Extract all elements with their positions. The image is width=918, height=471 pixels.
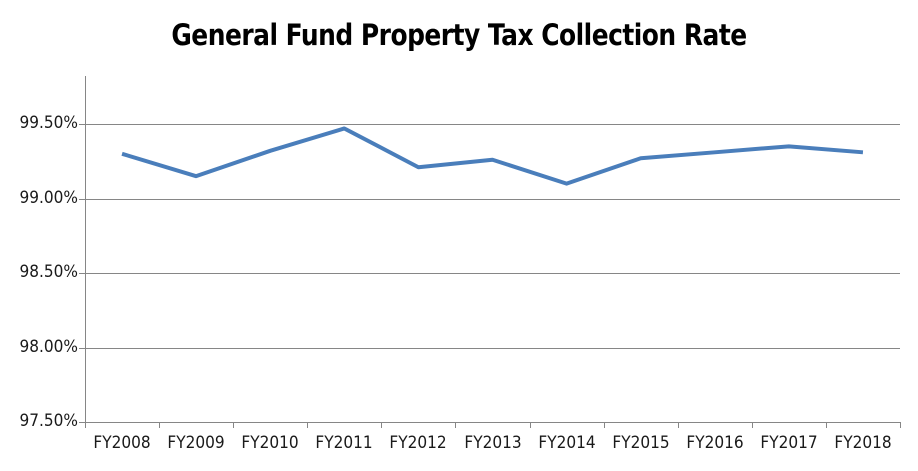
x-axis-tick-label-FY2014: FY2014 — [537, 433, 596, 452]
axis-lines — [85, 76, 900, 423]
x-axis-tick-label-FY2009: FY2009 — [167, 433, 225, 452]
y-axis-tick-label: 99.50% — [19, 113, 78, 132]
x-axis-tick-label-FY2017: FY2017 — [760, 433, 818, 452]
x-axis-tick-label-FY2016: FY2016 — [686, 433, 744, 452]
x-axis-tick-marks — [85, 422, 901, 428]
y-axis-tick-label: 99.00% — [19, 187, 78, 207]
y-axis-tick-marks — [79, 124, 85, 423]
y-axis-tick-label: 98.00% — [19, 336, 78, 356]
x-axis-tick-label-FY2010: FY2010 — [241, 433, 299, 452]
x-axis-tick-label-FY2018: FY2018 — [834, 433, 892, 452]
y-axis-tick-label: 97.50% — [19, 411, 78, 430]
gridlines — [85, 124, 900, 349]
x-axis-tick-label-FY2015: FY2015 — [612, 433, 670, 452]
y-axis-tick-label: 98.50% — [19, 262, 78, 281]
chart-title: General Fund Property Tax Collection Rat… — [171, 18, 747, 52]
data-series-line[interactable] — [121, 126, 864, 186]
x-axis-tick-label-FY2011: FY2011 — [315, 433, 373, 452]
series-line-0[interactable] — [121, 126, 864, 186]
x-axis-tick-label-FY2012: FY2012 — [389, 433, 448, 452]
x-axis-tick-label-FY2008: FY2008 — [93, 433, 151, 452]
y-axis-labels: 97.50% 98.00% 98.50% 99.00% 99.50% — [0, 0, 78, 471]
x-axis-tick-label-FY2013: FY2013 — [463, 433, 522, 452]
